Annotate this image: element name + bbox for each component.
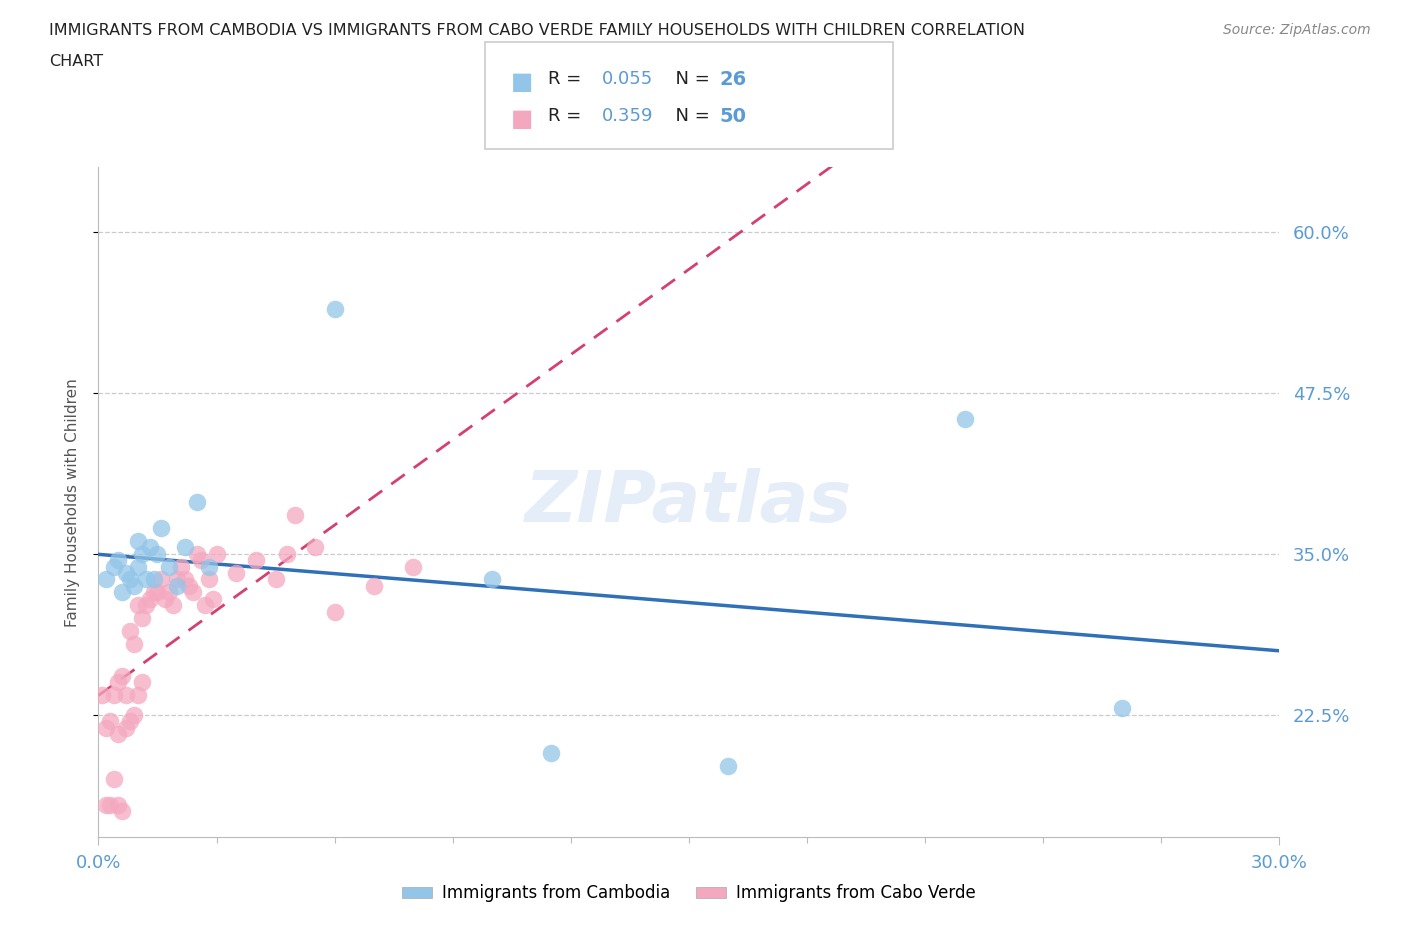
- Point: [107, 552, 129, 567]
- Text: 26: 26: [720, 70, 747, 88]
- Text: ■: ■: [510, 70, 533, 94]
- Point: [115, 565, 138, 580]
- Point: [122, 636, 145, 651]
- Point: [107, 675, 129, 690]
- Point: [118, 623, 141, 638]
- Point: [166, 578, 188, 593]
- Point: [138, 539, 160, 554]
- Point: [174, 572, 197, 587]
- Point: [146, 546, 169, 561]
- Point: [186, 546, 208, 561]
- Point: [103, 559, 125, 574]
- Point: [1111, 701, 1133, 716]
- Point: [170, 559, 193, 574]
- Point: [197, 572, 219, 587]
- Point: [323, 301, 346, 316]
- Point: [157, 585, 180, 600]
- Point: [131, 611, 153, 626]
- Point: [150, 572, 173, 587]
- Point: [122, 707, 145, 722]
- Text: N =: N =: [664, 70, 716, 87]
- Text: Source: ZipAtlas.com: Source: ZipAtlas.com: [1223, 23, 1371, 37]
- Point: [205, 546, 228, 561]
- Point: [127, 534, 149, 549]
- Point: [150, 521, 173, 536]
- Point: [111, 669, 134, 684]
- Point: [481, 572, 503, 587]
- Point: [91, 688, 114, 703]
- Point: [127, 688, 149, 703]
- Point: [177, 578, 200, 593]
- Point: [115, 688, 138, 703]
- Point: [122, 578, 145, 593]
- Point: [107, 726, 129, 741]
- Point: [103, 688, 125, 703]
- Point: [197, 559, 219, 574]
- Point: [127, 559, 149, 574]
- Text: CHART: CHART: [49, 54, 103, 69]
- Point: [131, 546, 153, 561]
- Point: [146, 585, 169, 600]
- Point: [181, 585, 204, 600]
- Point: [135, 598, 157, 613]
- Point: [115, 720, 138, 735]
- Point: [135, 572, 157, 587]
- Point: [98, 713, 121, 728]
- Point: [162, 598, 184, 613]
- Text: R =: R =: [548, 107, 588, 125]
- Point: [118, 713, 141, 728]
- Point: [194, 598, 217, 613]
- Point: [953, 411, 976, 426]
- Point: [107, 797, 129, 812]
- Point: [98, 797, 121, 812]
- Point: [276, 546, 298, 561]
- Point: [142, 572, 165, 587]
- Point: [174, 539, 197, 554]
- Text: ■: ■: [510, 107, 533, 131]
- Point: [323, 604, 346, 619]
- Point: [201, 591, 224, 606]
- Point: [166, 572, 188, 587]
- Point: [155, 591, 177, 606]
- Point: [111, 804, 134, 818]
- Legend: Immigrants from Cambodia, Immigrants from Cabo Verde: Immigrants from Cambodia, Immigrants fro…: [395, 878, 983, 909]
- Point: [363, 578, 385, 593]
- Point: [127, 598, 149, 613]
- Point: [717, 759, 740, 774]
- Point: [103, 772, 125, 787]
- Text: R =: R =: [548, 70, 588, 87]
- Point: [142, 585, 165, 600]
- Point: [96, 797, 118, 812]
- Text: ZIPatlas: ZIPatlas: [526, 468, 852, 537]
- Point: [138, 591, 160, 606]
- Point: [540, 746, 562, 761]
- Point: [190, 552, 212, 567]
- Point: [118, 572, 141, 587]
- Point: [96, 572, 118, 587]
- Point: [264, 572, 287, 587]
- Point: [96, 720, 118, 735]
- Point: [186, 495, 208, 510]
- Point: [284, 508, 307, 523]
- Y-axis label: Family Households with Children: Family Households with Children: [65, 378, 80, 627]
- Point: [304, 539, 326, 554]
- Point: [225, 565, 247, 580]
- Point: [402, 559, 425, 574]
- Text: N =: N =: [664, 107, 716, 125]
- Text: IMMIGRANTS FROM CAMBODIA VS IMMIGRANTS FROM CABO VERDE FAMILY HOUSEHOLDS WITH CH: IMMIGRANTS FROM CAMBODIA VS IMMIGRANTS F…: [49, 23, 1025, 38]
- Point: [245, 552, 267, 567]
- Text: 0.359: 0.359: [602, 107, 654, 125]
- Point: [131, 675, 153, 690]
- Text: 50: 50: [720, 107, 747, 126]
- Text: 0.055: 0.055: [602, 70, 652, 87]
- Point: [111, 585, 134, 600]
- Point: [157, 559, 180, 574]
